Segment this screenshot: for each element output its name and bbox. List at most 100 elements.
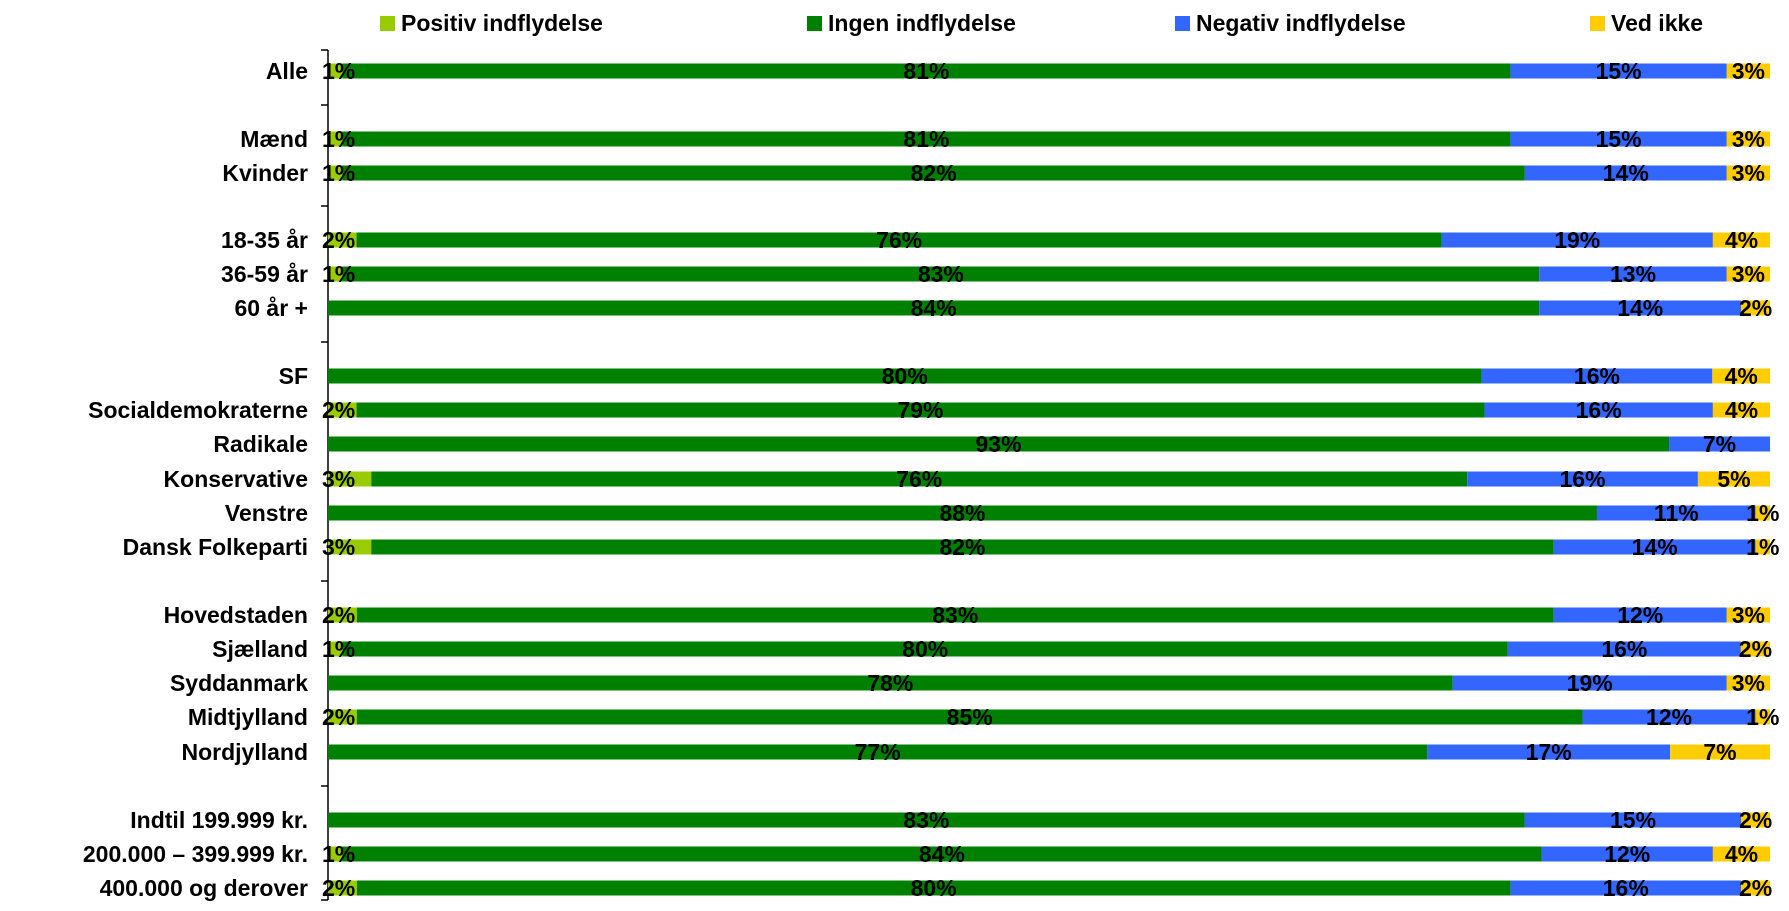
data-label-negativ-indflydelse-sjaelland: 16% [1601,636,1647,662]
data-label-ved-ikke-200-000-399-999-kr: 4% [1725,841,1758,867]
bar-segment-positiv-indflydelse-400-000-og-derover [328,880,357,896]
data-label-ingen-indflydelse-radikale: 93% [976,431,1022,457]
data-label-negativ-indflydelse-nordjylland: 17% [1526,739,1572,765]
data-label-ved-ikke-venstre: 1% [1746,500,1779,526]
bar-segment-ingen-indflydelse-sjaelland [342,641,1508,657]
data-label-negativ-indflydelse-sf: 16% [1574,363,1620,389]
data-label-ingen-indflydelse-60-aar: 84% [911,295,957,321]
bar-segment-negativ-indflydelse-konservative [1467,471,1698,487]
bar-segment-ved-ikke-18-35-aar [1712,232,1770,248]
data-label-ved-ikke-konservative: 5% [1717,466,1750,492]
data-label-negativ-indflydelse-hovedstaden: 12% [1617,602,1663,628]
bar-segment-positiv-indflydelse-alle [328,63,343,79]
data-label-positiv-indflydelse-sjaelland: 1% [322,636,355,662]
bars [328,63,1770,896]
data-label-positiv-indflydelse-dansk-folkeparti: 3% [322,534,355,560]
category-label-400-000-og-derover: 400.000 og derover [100,875,308,901]
data-label-ingen-indflydelse-midtjylland: 85% [947,704,993,730]
data-label-negativ-indflydelse-36-59-aar: 13% [1610,261,1656,287]
bar-segment-positiv-indflydelse-hovedstaden [328,607,357,623]
bar-segment-ved-ikke-200-000-399-999-kr [1712,846,1770,862]
data-label-positiv-indflydelse-kvinder: 1% [322,160,355,186]
data-label-ved-ikke-sjaelland: 2% [1739,636,1772,662]
bar-segment-ingen-indflydelse-hovedstaden [356,607,1554,623]
bar-segment-positiv-indflydelse-maend [328,131,343,147]
category-label-midtjylland: Midtjylland [188,704,308,730]
bar-segment-ingen-indflydelse-200-000-399-999-kr [342,846,1542,862]
data-label-ved-ikke-alle: 3% [1732,58,1765,84]
bar-segment-ingen-indflydelse-maend [342,131,1511,147]
data-label-ved-ikke-socialdemokraterne: 4% [1725,397,1758,423]
bar-segment-positiv-indflydelse-midtjylland [328,709,357,725]
data-label-ved-ikke-nordjylland: 7% [1703,739,1736,765]
legend: Positiv indflydelse Ingen indflydelse Nega… [380,10,1703,36]
bar-segment-negativ-indflydelse-kvinder [1524,165,1727,181]
bar-segment-ved-ikke-kvinder [1726,165,1770,181]
bar-segment-ingen-indflydelse-400-000-og-derover [356,880,1511,896]
bar-segment-ved-ikke-60-aar [1741,300,1770,316]
bar-segment-ingen-indflydelse-36-59-aar [342,266,1540,282]
bar-segment-ved-ikke-indtil-199-999-kr [1741,812,1770,828]
data-label-positiv-indflydelse-midtjylland: 2% [322,704,355,730]
legend-item-negativ-indflydelse: Negativ indflydelse [1175,10,1406,36]
category-label-200-000-399-999-kr: 200.000 – 399.999 kr. [83,841,308,867]
data-label-positiv-indflydelse-konservative: 3% [322,466,355,492]
data-label-negativ-indflydelse-indtil-199-999-kr: 15% [1610,807,1656,833]
bar-segment-positiv-indflydelse-dansk-folkeparti [328,539,372,555]
bar-segment-ingen-indflydelse-midtjylland [356,709,1583,725]
data-label-negativ-indflydelse-maend: 15% [1596,126,1642,152]
data-label-negativ-indflydelse-konservative: 16% [1560,466,1606,492]
data-label-ved-ikke-syddanmark: 3% [1732,670,1765,696]
bar-segment-ved-ikke-hovedstaden [1726,607,1770,623]
bar-segment-positiv-indflydelse-sjaelland [328,641,343,657]
bar-segment-ingen-indflydelse-konservative [371,471,1468,487]
bar-segment-ingen-indflydelse-alle [342,63,1511,79]
data-label-negativ-indflydelse-radikale: 7% [1703,431,1736,457]
bar-segment-negativ-indflydelse-400-000-og-derover [1510,880,1742,896]
category-label-sjaelland: Sjælland [212,636,308,662]
data-label-ved-ikke-400-000-og-derover: 2% [1739,875,1772,901]
data-label-positiv-indflydelse-200-000-399-999-kr: 1% [322,841,355,867]
category-label-indtil-199-999-kr: Indtil 199.999 kr. [130,807,308,833]
data-label-ingen-indflydelse-400-000-og-derover: 80% [911,875,957,901]
data-label-ingen-indflydelse-maend: 81% [903,126,949,152]
bar-segment-ved-ikke-syddanmark [1726,675,1770,691]
category-label-dansk-folkeparti: Dansk Folkeparti [123,534,308,560]
category-label-kvinder: Kvinder [222,160,308,186]
data-label-ingen-indflydelse-36-59-aar: 83% [918,261,964,287]
data-label-ingen-indflydelse-hovedstaden: 83% [932,602,978,628]
category-label-venstre: Venstre [225,500,308,526]
bar-segment-ingen-indflydelse-60-aar [328,300,1540,316]
data-label-ved-ikke-hovedstaden: 3% [1732,602,1765,628]
bar-segment-negativ-indflydelse-36-59-aar [1539,266,1727,282]
data-label-positiv-indflydelse-400-000-og-derover: 2% [322,875,355,901]
bar-segment-ingen-indflydelse-18-35-aar [356,232,1442,248]
data-label-ingen-indflydelse-socialdemokraterne: 79% [897,397,943,423]
bar-segment-negativ-indflydelse-60-aar [1539,300,1742,316]
data-label-negativ-indflydelse-dansk-folkeparti: 14% [1632,534,1678,560]
bar-segment-ingen-indflydelse-indtil-199-999-kr [328,812,1525,828]
bar-segment-negativ-indflydelse-sf [1481,368,1713,384]
data-labels: 1% 81% 15% 3% 1% 81% 15% 3% 1% 82% 14% 3% 2% 76% 19% 4%… [322,58,1779,901]
bar-segment-ved-ikke-alle [1726,63,1770,79]
bar-segment-ved-ikke-konservative [1697,471,1770,487]
data-label-ingen-indflydelse-18-35-aar: 76% [876,227,922,253]
bar-segment-ved-ikke-socialdemokraterne [1712,402,1770,418]
data-label-ingen-indflydelse-kvinder: 82% [911,160,957,186]
bar-segment-ved-ikke-maend [1726,131,1770,147]
category-label-36-59-aar: 36-59 år [221,261,308,287]
legend-label: Ingen indflydelse [828,10,1016,36]
category-label-60-aar: 60 år + [234,295,308,321]
bar-segment-ved-ikke-sf [1712,368,1770,384]
legend-item-positiv-indflydelse: Positiv indflydelse [380,10,603,36]
bar-segment-ingen-indflydelse-nordjylland [328,744,1428,760]
bar-segment-negativ-indflydelse-200-000-399-999-kr [1541,846,1713,862]
bar-segment-ved-ikke-dansk-folkeparti [1755,539,1770,555]
legend-label: Negativ indflydelse [1196,10,1406,36]
bar-segment-negativ-indflydelse-sjaelland [1507,641,1741,657]
legend-swatch [807,16,822,31]
data-label-ingen-indflydelse-dansk-folkeparti: 82% [939,534,985,560]
bar-segment-ved-ikke-nordjylland [1670,744,1770,760]
bar-segment-negativ-indflydelse-maend [1510,131,1727,147]
